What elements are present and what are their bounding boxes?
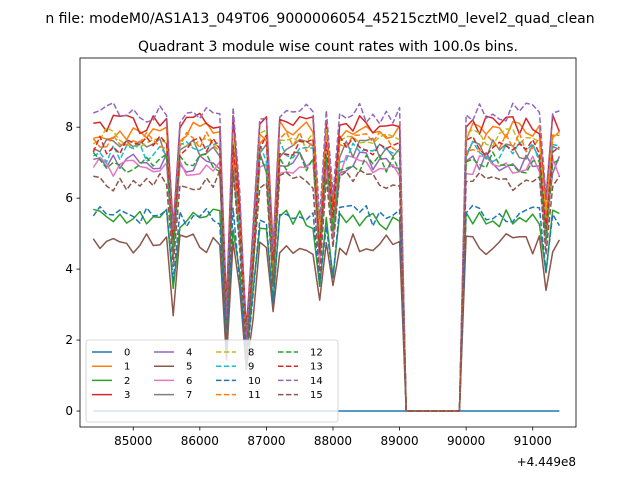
legend-label-3: 3 bbox=[124, 390, 130, 401]
x-axis: 85000 86000 87000 88000 89000 90000 91000 bbox=[114, 427, 552, 448]
chart-title: Quadrant 3 module wise count rates with … bbox=[138, 39, 518, 55]
legend-label-4: 4 bbox=[186, 348, 192, 359]
legend-label-6: 6 bbox=[186, 376, 192, 387]
series-line-5 bbox=[92, 233, 561, 412]
y-tick-label: 4 bbox=[65, 262, 73, 276]
legend-label-15: 15 bbox=[310, 390, 323, 401]
legend-label-8: 8 bbox=[248, 348, 254, 359]
legend-label-11: 11 bbox=[248, 390, 261, 401]
series-line-15 bbox=[93, 169, 561, 412]
legend-label-13: 13 bbox=[310, 362, 323, 373]
x-tick-label: 90000 bbox=[447, 434, 485, 448]
figure-suptitle: n file: modeM0/AS1A13_049T06_9000006054_… bbox=[45, 11, 594, 27]
series-line-10 bbox=[92, 204, 561, 412]
x-tick-label: 85000 bbox=[114, 434, 152, 448]
legend-box bbox=[85, 339, 339, 423]
plot-area-frame bbox=[79, 57, 577, 428]
y-tick-label: 0 bbox=[65, 404, 73, 418]
legend-label-1: 1 bbox=[124, 362, 130, 373]
x-tick-label: 87000 bbox=[247, 434, 285, 448]
x-axis-offset-label: +4.449e8 bbox=[517, 455, 576, 469]
y-axis: 0 2 4 6 8 bbox=[65, 120, 80, 418]
series-line-12 bbox=[92, 151, 560, 412]
y-tick-label: 2 bbox=[65, 333, 73, 347]
x-tick-label: 88000 bbox=[314, 434, 352, 448]
series-layer bbox=[92, 101, 561, 412]
legend-label-9: 9 bbox=[248, 362, 254, 373]
y-tick-label: 8 bbox=[65, 120, 73, 134]
x-tick-label: 86000 bbox=[181, 434, 219, 448]
legend-label-14: 14 bbox=[310, 376, 323, 387]
legend-label-5: 5 bbox=[186, 362, 192, 373]
legend-label-2: 2 bbox=[124, 376, 130, 387]
x-tick-label: 89000 bbox=[380, 434, 418, 448]
legend-label-12: 12 bbox=[310, 348, 323, 359]
legend-label-10: 10 bbox=[248, 376, 261, 387]
legend-label-0: 0 bbox=[124, 348, 130, 359]
series-line-8 bbox=[92, 126, 560, 412]
y-tick-label: 6 bbox=[65, 191, 73, 205]
series-line-14 bbox=[93, 101, 560, 412]
legend-label-7: 7 bbox=[186, 390, 192, 401]
series-line-13 bbox=[92, 134, 560, 412]
x-tick-label: 91000 bbox=[514, 434, 552, 448]
